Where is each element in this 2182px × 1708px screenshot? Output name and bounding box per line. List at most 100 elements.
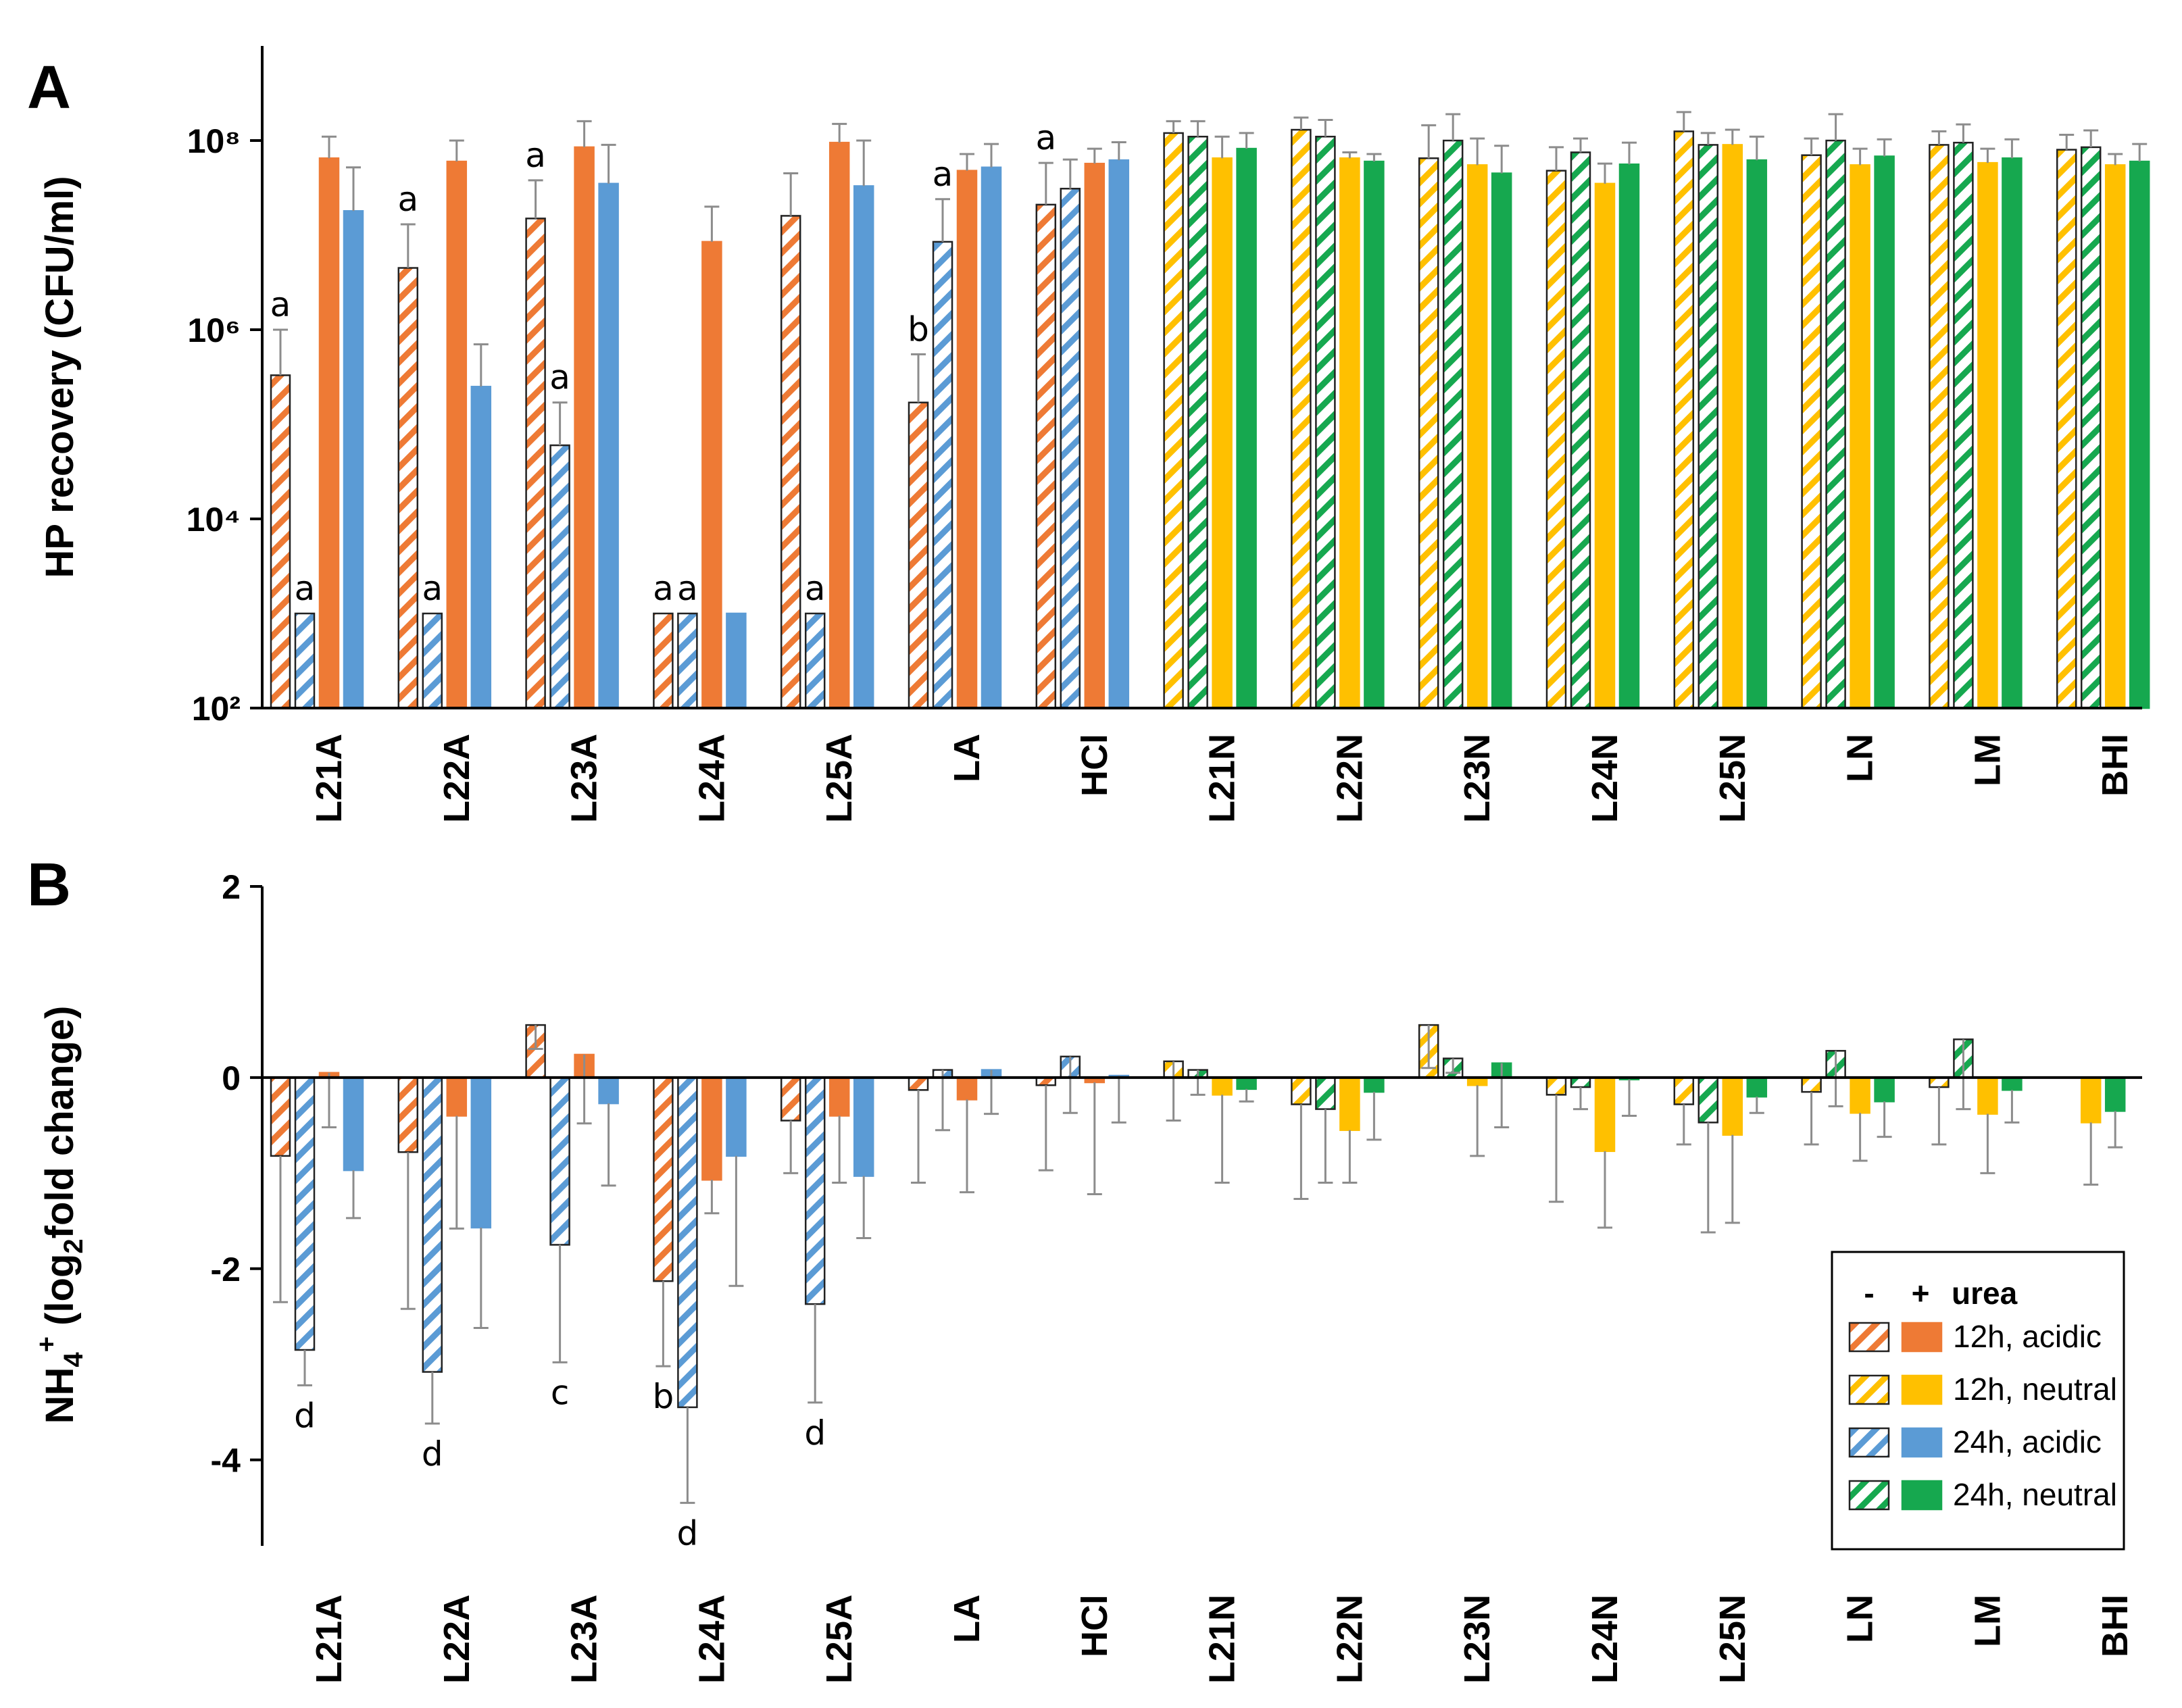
panel-b-category-label: HCl — [1074, 1594, 1115, 1657]
legend-item-label: 12h, acidic — [1953, 1319, 2102, 1354]
panel-a-bar — [653, 612, 674, 709]
panel-a-error-bar — [2004, 138, 2020, 159]
panel-a-error-bar — [528, 179, 543, 219]
panel-b-error-bar — [1700, 1122, 1716, 1234]
panel-b-error-bar — [1852, 1113, 1868, 1162]
panel-a-bar — [343, 210, 364, 709]
panel-b-error-bar — [911, 1090, 926, 1184]
panel-a-category-label: L21N — [1202, 734, 1243, 823]
legend-header-label: urea — [1952, 1276, 2018, 1311]
panel-b-bar — [1594, 1076, 1616, 1153]
legend-header-minus: - — [1864, 1276, 1874, 1311]
panel-a-significance-label: a — [677, 569, 698, 608]
panel-a-bar — [1084, 162, 1106, 709]
panel-a-bar — [1491, 172, 1512, 709]
panel-b-error-bar — [1166, 1061, 1181, 1122]
panel-a-category-label: L25N — [1712, 734, 1753, 823]
panel-a-bar — [1722, 144, 1743, 709]
panel-a-significance-label: a — [549, 358, 570, 397]
panel-b-significance-label: c — [551, 1373, 570, 1412]
panel-b-bar — [1291, 1076, 1312, 1105]
panel-a-bar — [1291, 128, 1312, 709]
panel-b-bar — [853, 1076, 874, 1177]
panel-a-bar — [2104, 164, 2126, 709]
panel-b-bar — [1364, 1076, 1385, 1093]
panel-a-error-bar — [601, 143, 616, 184]
panel-b-error-bar — [1293, 1104, 1309, 1201]
legend-swatch-hatched — [1848, 1427, 1890, 1458]
panel-b-error-bar — [1877, 1101, 1892, 1138]
panel-a-error-bar — [832, 122, 847, 143]
panel-b-error-bar — [808, 1304, 823, 1404]
legend-item-label: 24h, neutral — [1953, 1477, 2117, 1512]
panel-b-bar — [1746, 1076, 1768, 1098]
panel-a-category-label: L25A — [819, 734, 860, 823]
panel-b-y-tick-label: 2 — [222, 868, 241, 906]
panel-b-bar — [1801, 1076, 1822, 1093]
panel-a-bar — [2002, 157, 2023, 709]
panel-a-significance-label: a — [270, 285, 291, 324]
panel-b-error-bar — [1342, 1130, 1358, 1184]
panel-b-error-bar — [2083, 1122, 2099, 1186]
panel-a-bar — [1442, 139, 1464, 709]
panel-b-category-label: L25N — [1712, 1594, 1753, 1684]
panel-a-error-bar — [1622, 141, 1637, 165]
panel-a-label: A — [27, 54, 71, 122]
panel-b-error-bar — [1087, 1082, 1102, 1195]
panel-b-bar — [701, 1076, 722, 1181]
panel-a-bar — [1364, 160, 1385, 709]
panel-b-error-bar — [2004, 1090, 2020, 1124]
panel-a-bar — [446, 160, 468, 709]
panel-b-error-bar — [473, 1227, 489, 1329]
panel-b-bar — [677, 1076, 698, 1409]
panel-a-y-tick-label: 10⁶ — [187, 311, 241, 349]
panel-a-bar — [470, 386, 492, 709]
panel-a-bar — [1108, 159, 1130, 709]
panel-a-error-bar — [449, 139, 464, 162]
panel-a-error-bar — [783, 172, 799, 216]
panel-b-bar — [343, 1076, 364, 1172]
panel-b-category-label: L22A — [437, 1594, 477, 1684]
panel-a-bar — [1801, 154, 1822, 709]
legend-swatch-hatched — [1848, 1322, 1890, 1353]
panel-a-bar — [677, 612, 698, 709]
panel-b-y-tick-label: 0 — [222, 1059, 241, 1097]
panel-b-error-bar — [1445, 1058, 1461, 1074]
legend-swatch-solid — [1901, 1322, 1943, 1353]
panel-a-bar — [1315, 135, 1336, 709]
panel-b-error-bar — [1470, 1085, 1485, 1157]
panel-b-error-bar — [1214, 1095, 1230, 1184]
panel-a-error-bar — [1725, 128, 1740, 145]
panel-b-error-bar — [1494, 1063, 1510, 1128]
panel-b-category-label: LM — [1967, 1594, 2008, 1647]
panel-b-error-bar — [1573, 1087, 1588, 1111]
panel-b-bar — [2104, 1076, 2126, 1112]
panel-a-bar — [804, 612, 826, 709]
panel-a-error-bar — [1445, 113, 1461, 141]
panel-b-error-bar — [832, 1115, 847, 1184]
panel-a-bar — [1545, 170, 1567, 709]
panel-b-bar — [1315, 1076, 1336, 1110]
legend: - + urea 12h, acidic 12h, neutral 24h, acidic… — [1831, 1251, 2125, 1551]
panel-b-bar — [1929, 1076, 1950, 1088]
panel-b-bar — [1977, 1076, 1998, 1115]
panel-b-error-bar — [1366, 1092, 1382, 1141]
panel-a-error-bar — [322, 135, 337, 159]
panel-a-bar — [1953, 141, 1974, 709]
panel-a-error-bar — [1062, 158, 1078, 189]
panel-a-bar — [1418, 157, 1439, 709]
panel-b-category-label: LN — [1840, 1594, 1881, 1643]
panel-a-error-bar — [1111, 141, 1126, 161]
panel-b-bar — [270, 1076, 291, 1157]
panel-a-error-bar — [1597, 162, 1612, 184]
panel-b-bar — [1673, 1076, 1695, 1105]
panel-a-bar — [1035, 203, 1057, 709]
panel-a-bar — [2080, 146, 2102, 709]
panel-a-error-bar — [2083, 129, 2099, 147]
panel-b-bar — [1722, 1076, 1743, 1136]
panel-a-bar — [932, 241, 953, 709]
panel-a-significance-label: a — [397, 180, 418, 219]
panel-b-category-label: L23N — [1457, 1594, 1497, 1684]
panel-b-significance-label: d — [677, 1513, 699, 1553]
